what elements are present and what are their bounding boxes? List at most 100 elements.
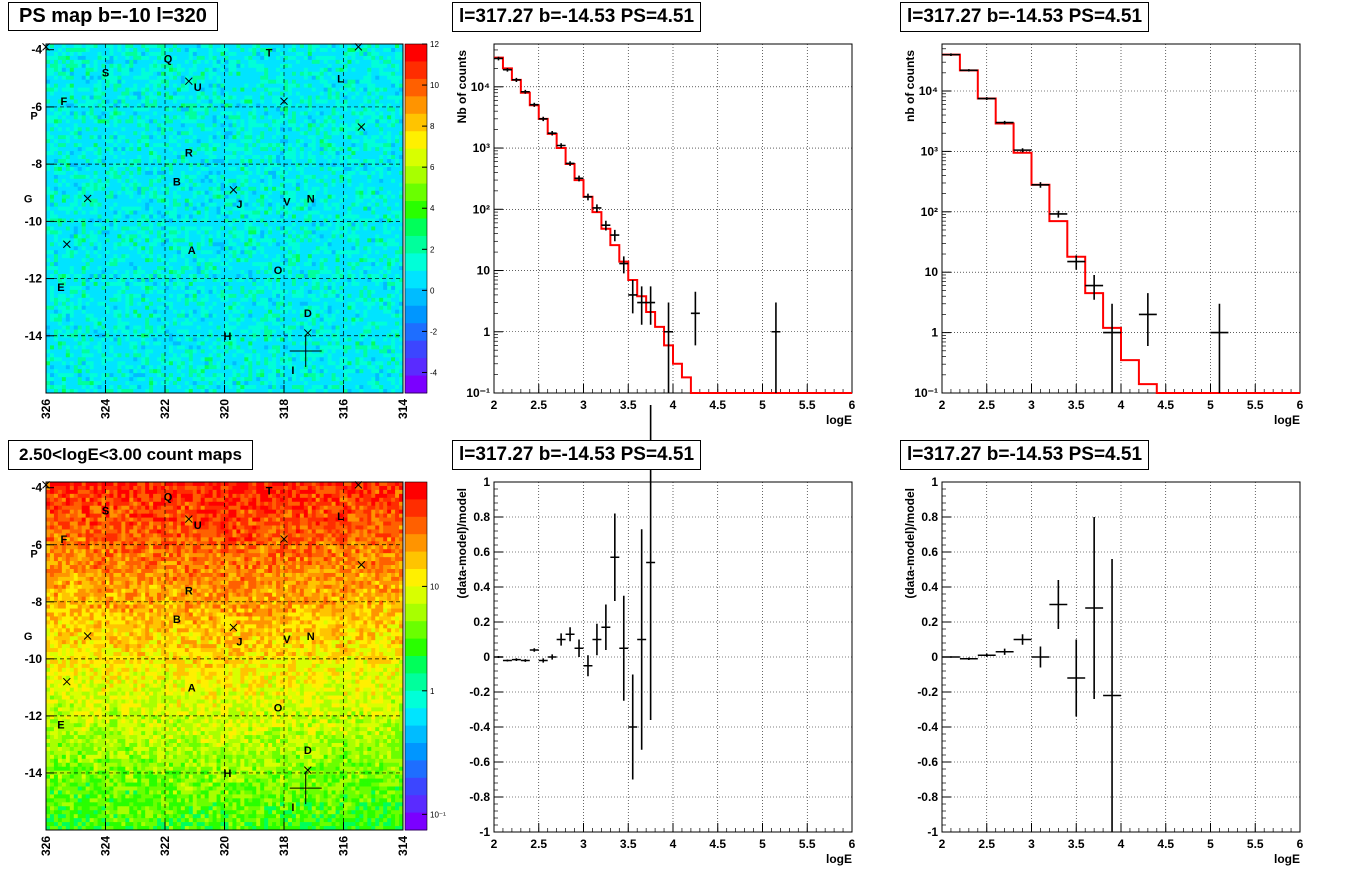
data-point [601,604,611,650]
source-label-I: I [291,365,294,377]
source-label-D: D [304,308,312,320]
y-tick-label: 0.8 [473,510,490,524]
x-axis-title: logE [826,413,852,427]
data-point [574,175,584,182]
selected-source-marker [289,334,322,367]
count-map-plot: 326 324 322 320 318 316 314 -4 -6 -8 -10 -12 -14 S Q T U… [24,481,446,856]
source-label-P: P [30,548,37,560]
y-tick-label: 10² [473,202,490,216]
x-tick-label: 2 [939,837,946,851]
map-y-tick-label: -14 [25,329,43,343]
spectrum-title-left: l=317.27 b=-14.53 PS=4.51 [452,2,702,32]
y-tick-label: 10³ [473,141,490,155]
colorbar-segment [405,516,427,535]
data-point [690,291,700,346]
count-map-panel: 326 324 322 320 318 316 314 -4 -6 -8 -10 -12 -14 S Q T U… [0,438,446,874]
x-tick-label: 3.5 [1068,837,1085,851]
map-y-tick-label: -6 [31,100,42,114]
colorbar-frame [404,481,428,831]
y-tick-label: 1 [483,325,490,339]
residual-plot-left: 2 2.5 3 3.5 4 4.5 5 5.5 6 1 0.8 0.6 0.4 0.2 0 -0.2 -0.4 -… [455,405,856,866]
map-y-tick-label: -8 [31,595,42,609]
source-label-E: E [57,282,64,294]
map-y-tick-label: -10 [25,652,43,666]
data-point [995,120,1014,125]
y-axis-title: (data-model)/model [903,488,917,599]
colorbar-tick-label: 4 [430,204,435,213]
data-point [977,653,996,657]
y-tick-label: 10² [921,205,938,219]
data-point [511,77,521,82]
data-point [646,286,656,325]
colorbar-segment [405,131,427,150]
source-cross-marker [184,515,193,523]
x-tick-label: 6 [1297,398,1304,412]
source-label-B: B [173,614,181,626]
spectrum-title-right: l=317.27 b=-14.53 PS=4.51 [900,2,1150,32]
data-point [574,639,584,657]
x-tick-label: 3.5 [620,398,637,412]
colorbar-segment [405,305,427,324]
x-tick-label: 6 [849,398,856,412]
count-map-pixels [46,482,404,831]
colorbar-segment [405,96,427,115]
source-label-J: J [236,199,242,211]
y-tick-label: 1 [483,475,490,489]
y-tick-label: 10³ [921,144,938,158]
source-cross-marker [357,123,366,131]
y-tick-label: -0.4 [917,720,938,734]
data-point [502,67,512,72]
data-point [583,655,593,677]
y-tick-label: 10⁻¹ [914,386,938,400]
colorbar-segment [405,569,427,587]
x-tick-label: 5.5 [799,837,816,851]
map-x-tick-label: 326 [39,399,53,419]
colorbar-segment [405,603,427,622]
data-point [1085,274,1104,300]
source-label-T: T [266,48,273,60]
ps-map-plot: 326 324 322 320 318 316 314 -4 -6 -8 -10 -12 -14 S Q T U… [24,40,440,419]
source-cross-marker [354,43,363,51]
x-tick-label: 2.5 [530,837,547,851]
source-label-O: O [274,702,283,714]
map-x-tick-label: 324 [99,836,113,856]
source-label-R: R [185,585,193,597]
colorbar-segment [405,708,427,727]
data-point [1210,303,1229,393]
y-tick-label: 10 [477,264,491,278]
data-point [529,648,539,652]
colorbar-tick-label: 10⁻¹ [430,810,446,819]
colorbar-tick-label: 10 [430,582,439,591]
source-label-N: N [307,631,315,643]
map-x-tick-label: 320 [218,399,232,419]
colorbar-segment [405,638,427,657]
residual-title-left: l=317.27 b=-14.53 PS=4.51 [452,440,702,470]
source-label-I: I [291,802,294,814]
map-x-tick-label: 324 [99,399,113,419]
y-tick-label: -1 [927,825,938,839]
source-cross-marker [229,186,238,194]
colorbar-segment [405,113,427,132]
colorbar-tick-label: 12 [430,40,439,49]
x-tick-label: 4.5 [1157,837,1174,851]
selected-source-marker [289,772,322,805]
colorbar-segment [405,551,427,570]
data-point [637,286,647,325]
data-point [664,302,673,393]
map-x-tick-label: 318 [277,836,291,856]
data-point [565,627,575,642]
y-tick-label: 10⁴ [919,84,938,98]
source-cross-marker [229,623,238,632]
colorbar-segment [405,743,427,761]
x-tick-label: 5 [759,837,766,851]
source-label-Q: Q [164,53,173,65]
data-point [1049,580,1068,629]
y-tick-label: 0 [483,650,490,664]
x-tick-label: 4 [670,398,677,412]
data-point [592,204,602,213]
source-label-H: H [223,331,231,343]
source-cross-marker [280,535,288,543]
y-tick-label: -1 [479,825,490,839]
colorbar-segment [405,358,427,377]
x-tick-label: 4.5 [709,837,726,851]
